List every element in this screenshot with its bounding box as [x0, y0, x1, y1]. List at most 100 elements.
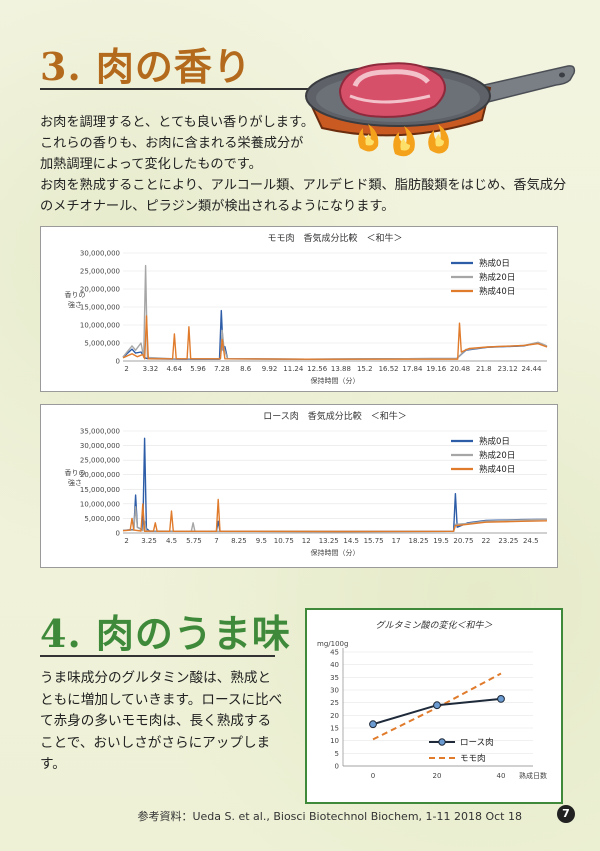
- x-tick-label: 7.28: [214, 365, 230, 373]
- x-tick-label: 20: [433, 772, 442, 780]
- y-tick-label: 35,000,000: [80, 428, 120, 436]
- y-tick-label: 20,000,000: [80, 286, 120, 294]
- x-axis-label: 保持時間（分）: [311, 376, 360, 385]
- y-axis-label: 香りの: [65, 290, 86, 299]
- data-point: [433, 701, 441, 710]
- y-tick-label: 30: [330, 687, 339, 695]
- y-tick-label: 30,000,000: [80, 442, 120, 450]
- y-tick-label: 10,000,000: [80, 500, 120, 508]
- y-axis-label: 強さ: [68, 479, 82, 487]
- legend-label: 熟成0日: [479, 258, 510, 269]
- y-tick-label: 40: [330, 661, 339, 669]
- y-tick-label: 25,000,000: [80, 268, 120, 276]
- paragraph-line: ことで、おいしさがさらにアップします。: [40, 734, 271, 773]
- y-tick-label: 30,000,000: [80, 250, 120, 258]
- y-tick-label: 0: [116, 358, 120, 366]
- x-tick-label: 9.92: [262, 365, 278, 373]
- y-unit-label: mg/100g: [317, 640, 348, 648]
- section-4-title: 4. 肉のうま味: [40, 611, 291, 656]
- x-tick-label: 0: [371, 772, 375, 780]
- series-line: [122, 309, 548, 360]
- x-tick-label: 20.75: [453, 537, 473, 545]
- section-3-title: 3. 肉の香り: [40, 44, 252, 89]
- x-tick-label: 12: [302, 537, 311, 545]
- paragraph-line: 加熱調理によって変化したものです。: [40, 157, 262, 172]
- legend-label: ロース肉: [460, 737, 494, 748]
- x-tick-label: 24.5: [523, 537, 539, 545]
- y-tick-label: 20: [330, 712, 339, 720]
- y-tick-label: 0: [335, 763, 339, 771]
- legend-label: 熟成0日: [479, 436, 510, 447]
- paragraph-line: これらの香りも、お肉に含まれる栄養成分が: [40, 136, 304, 151]
- y-tick-label: 15,000,000: [80, 486, 120, 494]
- x-axis-label: 保持時間（分）: [311, 548, 360, 557]
- section-4-underline: [40, 655, 275, 657]
- y-axis-label: 香りの: [65, 468, 86, 477]
- paragraph-line: て赤身の多いモモ肉は、長く熟成する: [40, 713, 272, 729]
- x-tick-label: 2: [124, 537, 128, 545]
- x-tick-label: 20.48: [450, 365, 470, 373]
- series-line: [122, 506, 548, 533]
- chart-title: モモ肉 香気成分比較 ＜和牛＞: [267, 232, 402, 244]
- glutamate-chart-svg: グルタミン酸の変化＜和牛＞ mg/100g 0 5 10 15 20 25 30 35 40 45 0 2…: [317, 620, 547, 780]
- y-tick-label: 5: [335, 750, 339, 758]
- x-tick-label: 23.12: [498, 365, 518, 373]
- x-tick-label: 16.52: [379, 365, 399, 373]
- x-tick-label: 19.5: [433, 537, 449, 545]
- x-tick-label: 3.32: [143, 365, 159, 373]
- x-tick-label: 8.6: [240, 365, 252, 373]
- y-tick-label: 45: [330, 649, 339, 657]
- series-line: [122, 498, 548, 533]
- x-tick-label: 12.56: [307, 365, 328, 373]
- legend-label: 熟成20日: [479, 450, 515, 461]
- chart-title: グルタミン酸の変化＜和牛＞: [375, 620, 492, 631]
- paragraph-line: のメチオナール、ピラジン類が検出されるようになります。: [40, 199, 395, 214]
- x-tick-label: 17: [392, 537, 401, 545]
- glutamate-chart: グルタミン酸の変化＜和牛＞ mg/100g 0 5 10 15 20 25 30 35 40 45 0 2…: [305, 608, 563, 804]
- y-tick-label: 15: [330, 725, 339, 733]
- page-number-badge: 7: [557, 805, 575, 823]
- x-tick-label: 14.5: [343, 537, 359, 545]
- x-tick-label: 15.75: [364, 537, 384, 545]
- rosu-aroma-chart: ロース肉 香気成分比較 ＜和牛＞ 香りの 強さ 0 5,000,000 10,000,00…: [40, 404, 558, 568]
- data-point: [497, 695, 505, 703]
- x-tick-label: 7: [214, 537, 218, 545]
- section-4-paragraph: うま味成分のグルタミン酸は、熟成と ともに増加していきます。ロースに比べ て赤身…: [40, 668, 290, 776]
- y-axis-label: 強さ: [68, 301, 82, 309]
- paragraph-line: お肉を熟成することにより、アルコール類、アルデヒド類、脂肪酸類をはじめ、香気成分: [40, 178, 567, 193]
- y-tick-label: 5,000,000: [84, 340, 120, 348]
- section-3-underline: [40, 88, 370, 90]
- y-tick-label: 10,000,000: [80, 322, 120, 330]
- frying-pan-illustration: [300, 28, 580, 167]
- series-line: [122, 315, 548, 360]
- x-tick-label: 22: [481, 537, 490, 545]
- paragraph-line: お肉を調理すると、とても良い香りがします。: [40, 115, 315, 130]
- x-tick-label: 5.75: [186, 537, 202, 545]
- legend-label: 熟成40日: [479, 286, 515, 297]
- y-tick-label: 5,000,000: [84, 515, 120, 523]
- data-point: [369, 720, 377, 729]
- x-tick-label: 8.25: [231, 537, 247, 545]
- x-tick-label: 10.75: [274, 537, 294, 545]
- x-tick-label: 13.25: [319, 537, 339, 545]
- y-tick-label: 35: [330, 674, 339, 682]
- y-tick-label: 25,000,000: [80, 457, 120, 465]
- x-tick-label: 15.2: [357, 365, 373, 373]
- x-tick-label: 4.64: [166, 365, 182, 373]
- y-tick-label: 15,000,000: [80, 304, 120, 312]
- x-tick-label: 21.8: [476, 365, 492, 373]
- x-tick-label: 17.84: [402, 365, 423, 373]
- x-tick-label: 3.25: [141, 537, 157, 545]
- x-tick-label: 5.96: [190, 365, 206, 373]
- paragraph-line: うま味成分のグルタミン酸は、熟成と: [40, 670, 272, 686]
- momo-aroma-chart: モモ肉 香気成分比較 ＜和牛＞ 香りの強さ 0 5,000,000 10,000,000…: [40, 226, 558, 392]
- legend-label: 熟成20日: [479, 272, 515, 283]
- x-tick-label: 40: [497, 772, 506, 780]
- x-axis-label: 熟成日数: [519, 771, 547, 780]
- y-tick-label: 0: [116, 530, 120, 538]
- section-3-paragraph: お肉を調理すると、とても良い香りがします。 これらの香りも、お肉に含まれる栄養成…: [40, 112, 585, 217]
- x-tick-label: 23.25: [498, 537, 518, 545]
- x-tick-label: 9.5: [256, 537, 267, 545]
- x-tick-label: 4.5: [166, 537, 177, 545]
